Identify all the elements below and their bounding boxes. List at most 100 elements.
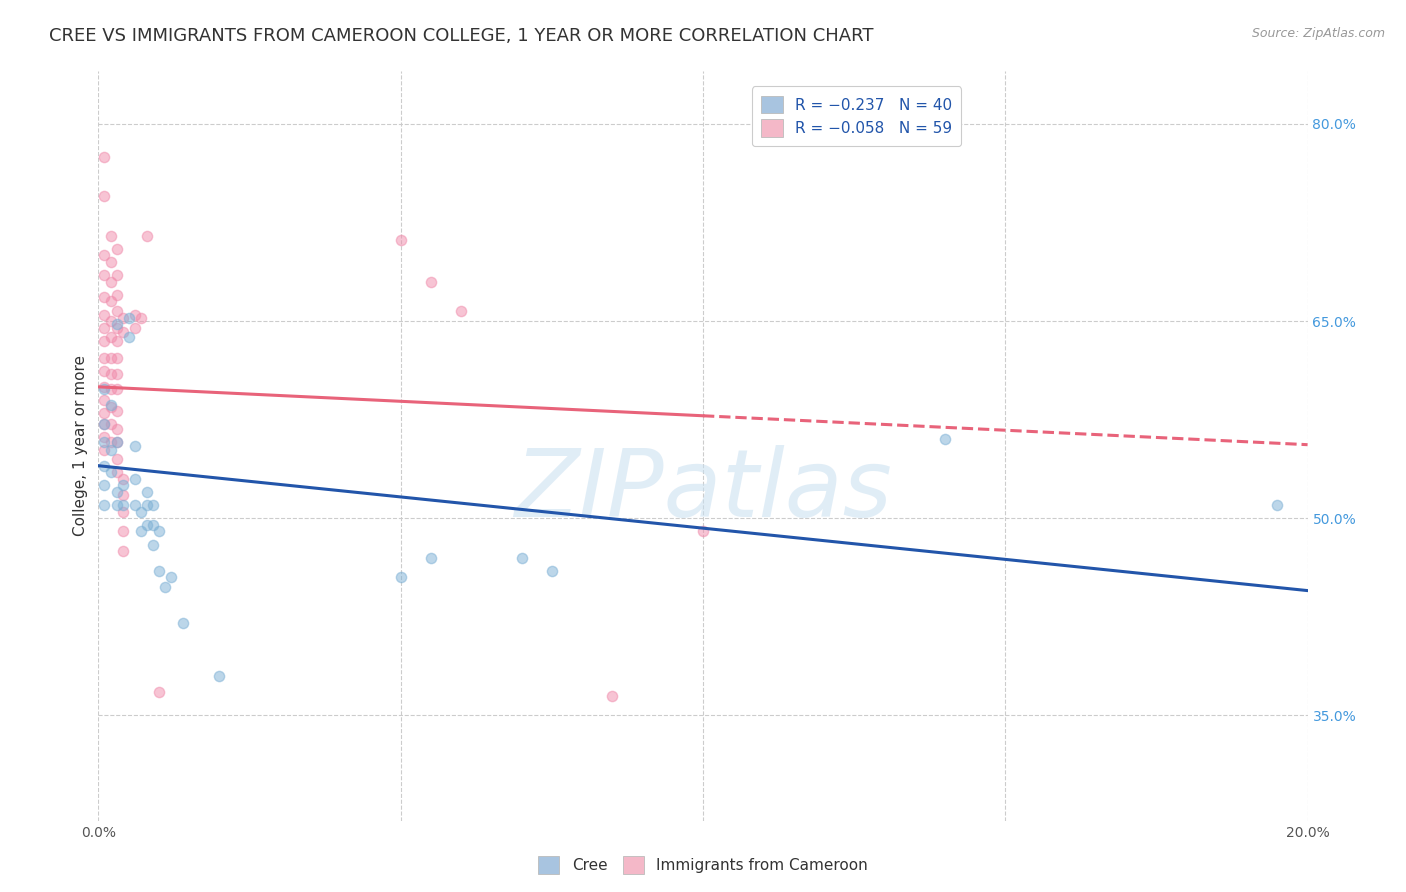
Point — [100, 417, 122, 431]
Point — [135, 517, 157, 532]
Point — [93, 351, 115, 365]
Point — [129, 505, 152, 519]
Point — [105, 435, 128, 450]
Point — [142, 498, 165, 512]
Point — [111, 325, 134, 339]
Point — [93, 392, 115, 407]
Point — [105, 435, 128, 450]
Text: ZIPatlas: ZIPatlas — [515, 445, 891, 536]
Legend: R = −0.237   N = 40, R = −0.058   N = 59: R = −0.237 N = 40, R = −0.058 N = 59 — [752, 87, 962, 146]
Point — [105, 498, 128, 512]
Point — [100, 435, 122, 450]
Point — [100, 465, 122, 479]
Point — [510, 550, 533, 565]
Point — [100, 275, 122, 289]
Point — [148, 685, 170, 699]
Point — [540, 564, 562, 578]
Point — [934, 433, 956, 447]
Point — [105, 422, 128, 436]
Point — [389, 233, 412, 247]
Point — [135, 498, 157, 512]
Point — [111, 498, 134, 512]
Point — [389, 570, 412, 584]
Point — [93, 442, 115, 457]
Text: Source: ZipAtlas.com: Source: ZipAtlas.com — [1251, 27, 1385, 40]
Point — [100, 294, 122, 309]
Point — [100, 400, 122, 414]
Point — [100, 228, 122, 243]
Point — [100, 442, 122, 457]
Point — [124, 308, 146, 322]
Point — [105, 485, 128, 500]
Point — [118, 311, 141, 326]
Y-axis label: College, 1 year or more: College, 1 year or more — [73, 356, 89, 536]
Point — [93, 189, 115, 203]
Point — [105, 383, 128, 397]
Point — [105, 242, 128, 256]
Legend: Cree, Immigrants from Cameroon: Cree, Immigrants from Cameroon — [531, 850, 875, 880]
Point — [118, 330, 141, 344]
Point — [105, 320, 128, 334]
Point — [105, 351, 128, 365]
Point — [148, 524, 170, 539]
Point — [93, 406, 115, 420]
Point — [93, 417, 115, 431]
Point — [1267, 498, 1289, 512]
Point — [100, 351, 122, 365]
Point — [93, 478, 115, 492]
Point — [93, 364, 115, 378]
Point — [93, 383, 115, 397]
Point — [105, 367, 128, 381]
Point — [93, 380, 115, 394]
Point — [100, 398, 122, 412]
Point — [93, 248, 115, 262]
Point — [100, 367, 122, 381]
Point — [93, 498, 115, 512]
Point — [100, 314, 122, 328]
Point — [124, 498, 146, 512]
Point — [148, 564, 170, 578]
Point — [105, 317, 128, 331]
Point — [129, 524, 152, 539]
Point — [93, 430, 115, 444]
Point — [420, 550, 443, 565]
Point — [105, 288, 128, 302]
Point — [450, 303, 472, 318]
Point — [93, 435, 115, 450]
Point — [111, 488, 134, 502]
Point — [93, 308, 115, 322]
Point — [93, 290, 115, 304]
Point — [135, 485, 157, 500]
Point — [111, 472, 134, 486]
Point — [142, 538, 165, 552]
Point — [93, 268, 115, 282]
Point — [692, 524, 714, 539]
Point — [93, 320, 115, 334]
Point — [135, 228, 157, 243]
Point — [100, 330, 122, 344]
Point — [105, 403, 128, 417]
Point — [105, 465, 128, 479]
Point — [105, 334, 128, 348]
Point — [93, 417, 115, 431]
Point — [100, 255, 122, 269]
Point — [124, 320, 146, 334]
Point — [111, 505, 134, 519]
Point — [124, 472, 146, 486]
Point — [111, 544, 134, 558]
Point — [172, 616, 194, 631]
Point — [93, 458, 115, 473]
Point — [105, 303, 128, 318]
Point — [111, 524, 134, 539]
Point — [100, 383, 122, 397]
Point — [105, 268, 128, 282]
Point — [160, 570, 183, 584]
Point — [142, 517, 165, 532]
Point — [153, 580, 176, 594]
Point — [208, 669, 231, 683]
Point — [111, 478, 134, 492]
Point — [93, 334, 115, 348]
Text: CREE VS IMMIGRANTS FROM CAMEROON COLLEGE, 1 YEAR OR MORE CORRELATION CHART: CREE VS IMMIGRANTS FROM CAMEROON COLLEGE… — [49, 27, 873, 45]
Point — [420, 275, 443, 289]
Point — [105, 452, 128, 467]
